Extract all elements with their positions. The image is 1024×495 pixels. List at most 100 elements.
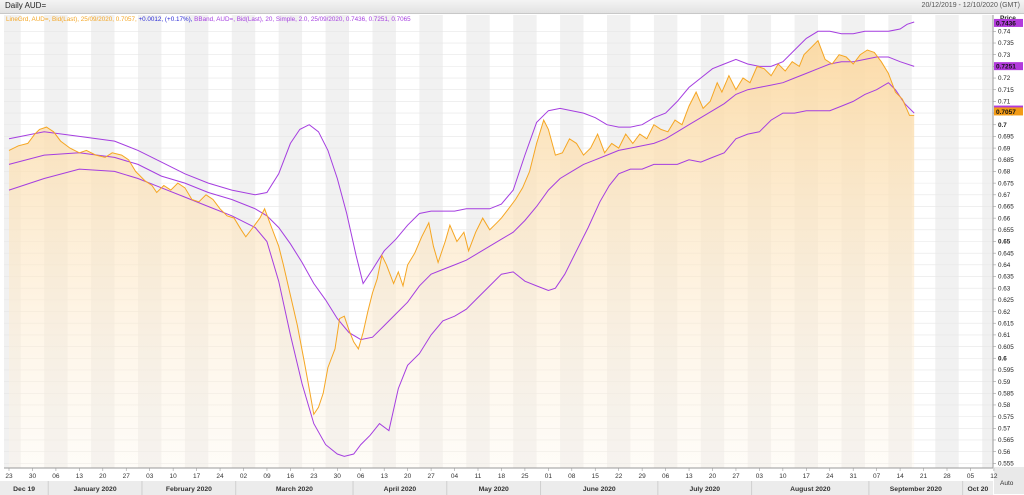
x-tick-label: 13	[381, 473, 389, 480]
y-tick-label: 0.58	[998, 402, 1011, 409]
y-tick-label: 0.71	[998, 99, 1011, 106]
x-tick-label: 17	[193, 473, 201, 480]
x-tick-label: 23	[310, 473, 318, 480]
month-label: May 2020	[479, 486, 509, 493]
autoscale-button[interactable]: Auto	[1000, 480, 1014, 487]
x-tick-label: 20	[404, 473, 412, 480]
y-axis-background	[993, 15, 1024, 468]
month-label: July 2020	[689, 486, 720, 493]
y-tick-label: 0.635	[998, 274, 1014, 281]
x-tick-label: 24	[826, 473, 834, 480]
x-axis: 23 30 06 13 20 27 03 10 17 24 02 09 16 23 30 06 13 20 27 04…	[0, 467, 998, 495]
y-tick-label: 0.715	[998, 87, 1014, 94]
y-tick-label: 0.605	[998, 344, 1014, 351]
x-tick-label: 10	[779, 473, 787, 480]
month-label: February 2020	[166, 486, 212, 493]
y-tick-label: 0.675	[998, 180, 1014, 187]
x-tick-label: 06	[52, 473, 60, 480]
month-label: September 2020	[890, 486, 942, 493]
x-tick-label: 27	[427, 473, 435, 480]
y-tick-label: 0.66	[998, 215, 1011, 222]
x-tick-label: 27	[123, 473, 131, 480]
y-tick-label: 0.64	[998, 262, 1011, 269]
x-tick-label: 27	[732, 473, 740, 480]
series-lines	[8, 21, 915, 457]
month-row-background	[0, 481, 993, 495]
y-tick-label: 0.685	[998, 157, 1014, 164]
y-axis: PriceUSD0.740.7350.730.7250.720.7150.710…	[992, 15, 1024, 494]
x-tick-label: 21	[920, 473, 928, 480]
x-tick-label: 28	[943, 473, 951, 480]
last-value-tag	[994, 62, 1023, 71]
y-tick-label: 0.655	[998, 227, 1014, 234]
month-label: Oct 20	[967, 486, 988, 493]
month-label: June 2020	[583, 486, 616, 493]
y-tick-label: 0.625	[998, 297, 1014, 304]
x-tick-label: 13	[685, 473, 693, 480]
y-tick-label: 0.67	[998, 192, 1011, 199]
y-tick-label: 0.57	[998, 426, 1011, 433]
bband-line	[8, 21, 915, 285]
x-tick-label: 30	[334, 473, 342, 480]
bband-line	[8, 82, 915, 457]
y-tick-label: 0.69	[998, 145, 1011, 152]
legend-bband: BBand, AUD=, Bid(Last), 20, Simple, 2.0,…	[194, 16, 411, 23]
month-label: January 2020	[74, 486, 117, 493]
last-value-tag	[994, 107, 1023, 116]
x-tick-label: 02	[240, 473, 248, 480]
y-tick-label: 0.74	[998, 29, 1011, 36]
x-tick-label: 08	[568, 473, 576, 480]
x-tick-label: 03	[756, 473, 764, 480]
chart-window-title: Daily AUD=	[5, 1, 47, 10]
y-tick-label: 0.68	[998, 169, 1011, 176]
y-tick-label: 0.59	[998, 379, 1011, 386]
y-axis-title: Price	[1000, 15, 1016, 22]
y-tick-label: 0.555	[998, 461, 1014, 468]
y-tick-label: 0.56	[998, 449, 1011, 456]
price-area	[9, 40, 915, 468]
x-tick-label: 05	[967, 473, 975, 480]
x-tick-label: 15	[592, 473, 600, 480]
y-tick-label: 0.565	[998, 437, 1014, 444]
last-value-tag	[994, 18, 1023, 27]
y-axis-footer-bg	[994, 467, 1024, 494]
y-tick-label: 0.7	[998, 122, 1007, 129]
y-tick-label: 0.585	[998, 390, 1014, 397]
x-tick-label: 06	[662, 473, 670, 480]
y-tick-label: 0.62	[998, 309, 1011, 316]
x-tick-label: 06	[357, 473, 365, 480]
y-tick-label: 0.73	[998, 52, 1011, 59]
last-value-text: 0.7057	[996, 109, 1016, 116]
y-tick-label: 0.6	[998, 355, 1007, 362]
month-label: August 2020	[790, 486, 831, 493]
x-tick-label: 29	[639, 473, 647, 480]
x-tick-label: 31	[850, 473, 858, 480]
last-value-text: 0.7251	[996, 64, 1016, 71]
x-tick-label: 20	[709, 473, 717, 480]
x-tick-label: 23	[5, 473, 13, 480]
chart-legend: LineGrd, AUD=, Bid(Last), 25/09/2020, 0.…	[6, 16, 411, 23]
x-tick-label: 12	[990, 473, 998, 480]
y-tick-label: 0.63	[998, 285, 1011, 292]
y-tick-label: 0.645	[998, 250, 1014, 257]
x-tick-label: 24	[216, 473, 224, 480]
x-tick-label: 10	[170, 473, 178, 480]
y-tick-label: 0.695	[998, 134, 1014, 141]
x-tick-label: 11	[475, 473, 482, 480]
x-tick-label: 22	[615, 473, 623, 480]
x-tick-label: 17	[803, 473, 811, 480]
x-tick-label: 16	[287, 473, 295, 480]
y-tick-label: 0.595	[998, 367, 1014, 374]
x-tick-label: 20	[99, 473, 107, 480]
month-label: Dec 19	[13, 486, 35, 493]
x-tick-label: 07	[873, 473, 881, 480]
price-line	[8, 39, 915, 416]
legend-price-change: +0.0012, (+0.17%),	[138, 16, 193, 23]
window-titlebar: Daily AUD= 20/12/2019 - 12/10/2020 (GMT)	[0, 0, 1024, 14]
y-tick-label: 0.61	[998, 332, 1011, 339]
bband-line	[8, 56, 915, 341]
x-tick-label: 25	[521, 473, 529, 480]
x-tick-label: 04	[451, 473, 459, 480]
